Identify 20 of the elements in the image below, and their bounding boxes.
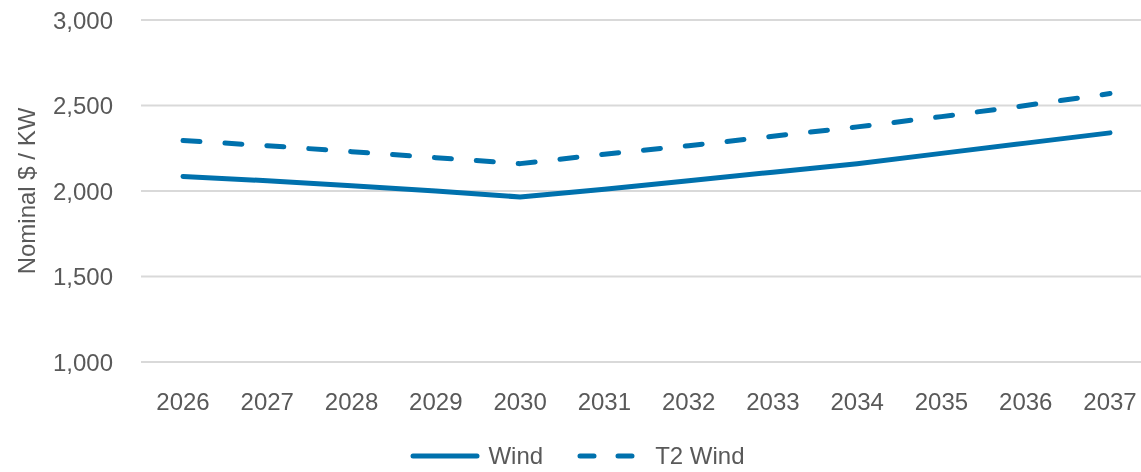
x-tick-label: 2036 bbox=[999, 388, 1053, 416]
y-tick-label: 1,500 bbox=[52, 263, 113, 291]
x-tick-label: 2030 bbox=[493, 388, 547, 416]
x-tick-label: 2035 bbox=[914, 388, 969, 416]
y-tick-label: 1,000 bbox=[52, 348, 113, 376]
y-tick-label: 2,000 bbox=[52, 177, 113, 205]
legend-label: Wind bbox=[488, 442, 544, 470]
y-axis-title: Nominal $ / KW bbox=[12, 107, 40, 275]
x-tick-label: 2031 bbox=[577, 388, 632, 416]
legend-label: T2 Wind bbox=[655, 442, 745, 470]
x-tick-label: 2037 bbox=[1083, 388, 1137, 416]
x-tick-label: 2029 bbox=[409, 388, 463, 416]
x-tick-label: 2028 bbox=[324, 388, 379, 416]
x-tick-label: 2032 bbox=[661, 388, 716, 416]
x-tick-label: 2026 bbox=[156, 388, 210, 416]
y-tick-label: 2,500 bbox=[52, 92, 113, 120]
x-tick-label: 2027 bbox=[240, 388, 294, 416]
x-tick-label: 2033 bbox=[746, 388, 800, 416]
x-tick-label: 2034 bbox=[830, 388, 884, 416]
y-tick-label: 3,000 bbox=[52, 6, 113, 34]
